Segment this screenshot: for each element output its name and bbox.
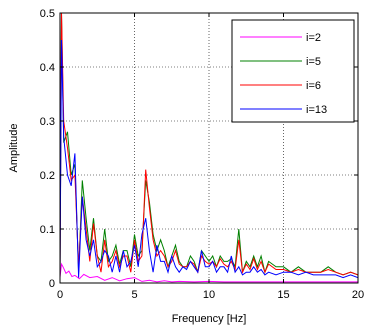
- axis-ticks: [59, 12, 359, 284]
- y-tick-label: 0.3: [40, 116, 55, 128]
- x-tick-label: 0: [57, 289, 63, 301]
- legend-box: [231, 19, 355, 123]
- y-tick-label: 0.2: [40, 170, 55, 182]
- y-tick-label: 0.1: [40, 224, 55, 236]
- x-axis-label: Frequency [Hz]: [172, 313, 247, 325]
- legend-label: i=13: [306, 104, 327, 116]
- x-tick-label: 20: [352, 289, 364, 301]
- series-line-i13: [60, 39, 358, 279]
- y-axis-label: Amplitude: [8, 124, 20, 173]
- legend-label: i=6: [306, 80, 321, 92]
- series-line-i2: [60, 262, 358, 283]
- tick-labels: 0 5 10 15 20 0 0.1 0.2 0.3 0.4 0.5: [40, 8, 364, 301]
- y-tick-label: 0.5: [40, 8, 55, 20]
- x-tick-label: 10: [203, 289, 215, 301]
- legend-label: i=2: [306, 32, 321, 44]
- x-tick-label: 5: [131, 289, 137, 301]
- x-tick-label: 15: [277, 289, 289, 301]
- y-tick-label: 0.4: [40, 62, 55, 74]
- legend: i=2 i=5 i=6 i=13: [231, 19, 355, 123]
- y-tick-label: 0: [49, 278, 55, 290]
- series-group: [60, 13, 358, 283]
- legend-label: i=5: [306, 56, 321, 68]
